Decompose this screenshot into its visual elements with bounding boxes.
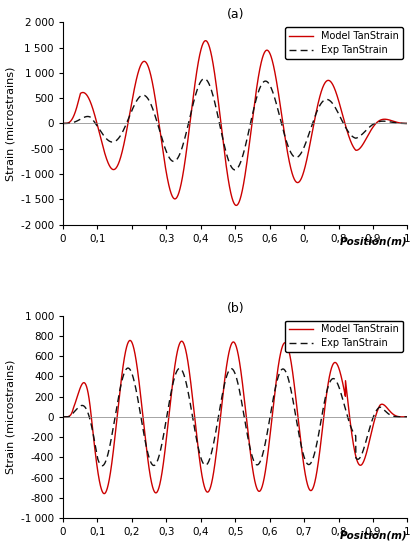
Line: Exp TanStrain: Exp TanStrain — [63, 79, 407, 170]
Text: Position(m): Position(m) — [340, 237, 407, 247]
Exp TanStrain — [100, 462, 105, 469]
Exp TanStrain — [193, 429, 198, 436]
Exp TanStrain — [120, 128, 125, 135]
Exp TanStrain — [100, 462, 105, 469]
Exp TanStrain — [192, 94, 197, 100]
Model TanStrain — [120, 365, 125, 372]
Model TanStrain — [208, 485, 213, 491]
Title: (b): (b) — [226, 301, 244, 315]
Y-axis label: Strain (microstrains): Strain (microstrains) — [5, 360, 15, 474]
Exp TanStrain — [208, 454, 213, 461]
Model TanStrain — [192, 80, 197, 86]
Y-axis label: Strain (microstrains): Strain (microstrains) — [5, 66, 15, 180]
Exp TanStrain — [405, 413, 410, 420]
Model TanStrain — [120, 146, 125, 153]
Line: Exp TanStrain: Exp TanStrain — [63, 368, 407, 466]
Exp TanStrain — [100, 130, 105, 137]
Exp TanStrain — [361, 446, 366, 452]
Line: Model TanStrain: Model TanStrain — [63, 41, 407, 206]
Exp TanStrain — [361, 129, 366, 136]
Model TanStrain — [193, 420, 198, 427]
Title: (a): (a) — [226, 8, 244, 21]
Exp TanStrain — [202, 75, 207, 82]
Exp TanStrain — [405, 120, 410, 127]
Model TanStrain — [100, 141, 105, 148]
Model TanStrain — [128, 337, 133, 344]
Exp TanStrain — [120, 374, 125, 380]
Model TanStrain — [102, 490, 107, 497]
Model TanStrain — [398, 120, 403, 126]
Model TanStrain — [100, 488, 105, 495]
Legend: Model TanStrain, Exp TanStrain: Model TanStrain, Exp TanStrain — [285, 320, 402, 352]
Exp TanStrain — [60, 120, 66, 127]
Model TanStrain — [203, 37, 208, 44]
Model TanStrain — [398, 413, 403, 420]
Model TanStrain — [361, 140, 366, 146]
Legend: Model TanStrain, Exp TanStrain: Model TanStrain, Exp TanStrain — [285, 27, 402, 59]
Model TanStrain — [405, 413, 410, 420]
Exp TanStrain — [207, 83, 213, 90]
Text: Position(m): Position(m) — [340, 530, 407, 540]
Model TanStrain — [207, 46, 213, 53]
Model TanStrain — [234, 202, 239, 209]
Exp TanStrain — [398, 413, 403, 420]
Model TanStrain — [405, 120, 410, 127]
Exp TanStrain — [60, 413, 66, 420]
Exp TanStrain — [232, 167, 237, 173]
Model TanStrain — [361, 458, 366, 465]
Exp TanStrain — [126, 365, 131, 372]
Model TanStrain — [60, 120, 66, 127]
Exp TanStrain — [398, 120, 403, 126]
Model TanStrain — [60, 413, 66, 420]
Line: Model TanStrain: Model TanStrain — [63, 340, 407, 494]
